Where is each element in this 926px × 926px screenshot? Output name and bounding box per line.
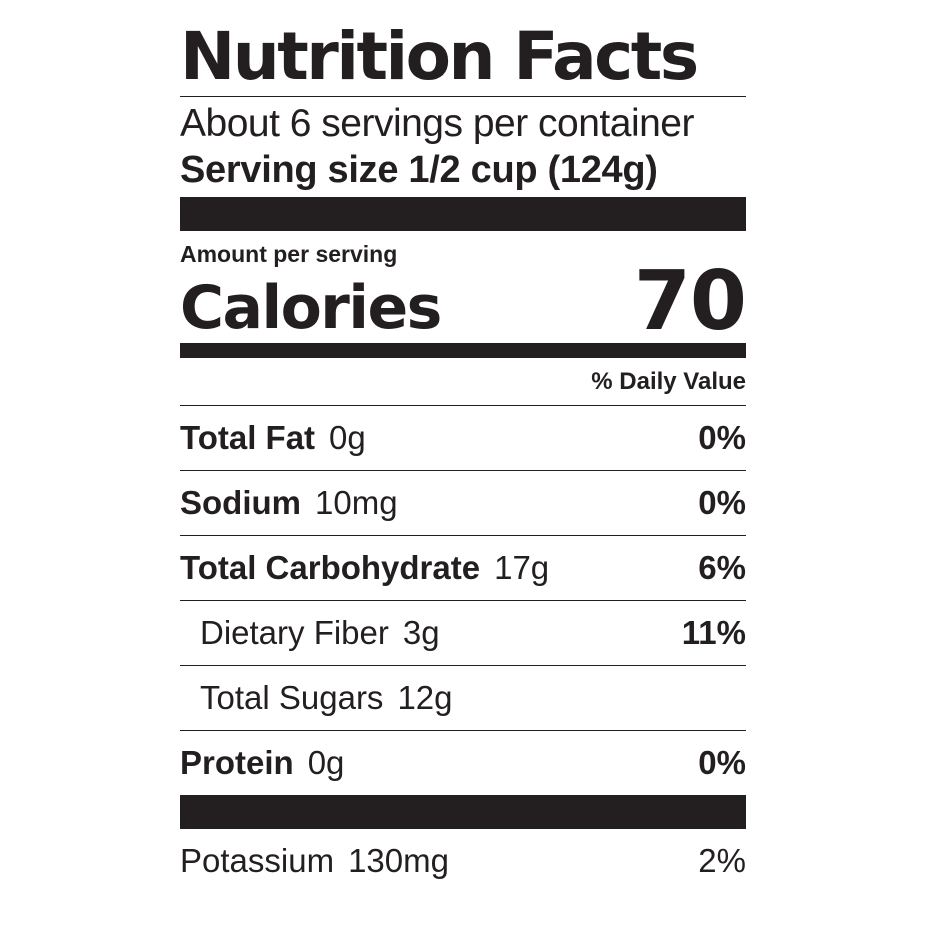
mineral-name: Potassium: [180, 842, 335, 879]
serving-size: Serving size 1/2 cup (124g): [180, 149, 658, 191]
nutrient-amount: 3g: [402, 614, 440, 651]
nutrient-row-total-sugars: Total Sugars 12g: [180, 665, 746, 730]
nutrient-name: Total Fat: [180, 419, 316, 456]
thick-divider: [180, 795, 746, 829]
nutrient-daily-value: 0%: [698, 744, 746, 781]
servings-per-container: About 6 servings per container: [180, 102, 694, 145]
nutrient-row-total-carbohydrate: Total Carbohydrate 17g 6%: [180, 535, 746, 600]
nutrient-amount: 17g: [494, 549, 550, 586]
nutrient-name: Total Carbohydrate: [180, 549, 481, 586]
thick-divider: [180, 197, 746, 231]
nutrient-name: Sodium: [180, 484, 301, 521]
nutrient-amount: 12g: [397, 679, 453, 716]
nutrient-name: Protein: [180, 744, 294, 781]
nutrient-daily-value: 0%: [698, 484, 746, 521]
daily-value-header: % Daily Value: [591, 368, 746, 395]
divider: [180, 96, 746, 97]
amount-per-serving: Amount per serving: [180, 241, 398, 267]
nutrient-daily-value: 6%: [698, 549, 746, 586]
nutrient-row-total-fat: Total Fat 0g 0%: [180, 405, 746, 470]
nutrient-row-protein: Protein 0g 0%: [180, 730, 746, 795]
mineral-daily-value: 2%: [698, 842, 746, 879]
nutrient-amount: 0g: [329, 419, 366, 456]
nutrient-daily-value: 11%: [681, 614, 746, 651]
nutrient-row-sodium: Sodium 10mg 0%: [180, 470, 746, 535]
nutrient-name: Dietary Fiber: [200, 614, 389, 651]
nutrient-amount: 0g: [307, 744, 345, 781]
nutrient-daily-value: 0%: [698, 419, 746, 456]
medium-divider: [180, 343, 746, 358]
nutrient-row-dietary-fiber: Dietary Fiber 3g 11%: [180, 600, 746, 665]
nutrient-amount: 10mg: [315, 484, 398, 521]
mineral-amount: 130mg: [348, 842, 449, 879]
calories-value: 70: [633, 254, 747, 349]
calories-row: Calories 70: [180, 254, 747, 349]
nutrient-name: Total Sugars: [200, 679, 384, 716]
nutrition-facts-label: Nutrition Facts About 6 servings per con…: [180, 18, 747, 893]
mineral-row-potassium: Potassium 130mg 2%: [180, 829, 746, 893]
calories-label: Calories: [180, 273, 442, 343]
label-title: Nutrition Facts: [180, 18, 699, 95]
